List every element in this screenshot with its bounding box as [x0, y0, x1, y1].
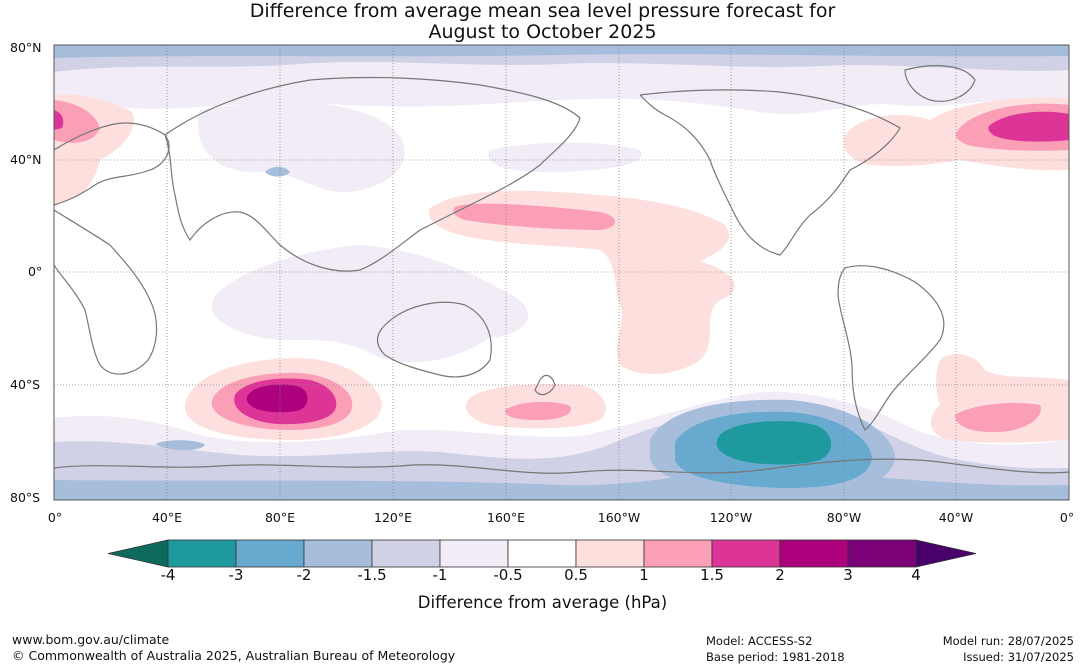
lon-label-40w: 40°W [938, 510, 974, 525]
lon-label-160e: 160°E [486, 510, 526, 525]
north-america-coastline [639, 89, 901, 256]
north-pacific-negative [488, 142, 642, 173]
colorbar-label: Difference from average (hPa) [417, 593, 668, 612]
south-america-coastline [837, 265, 945, 431]
south-atlantic-positive-core [955, 403, 1041, 433]
new-zealand-coastline [534, 374, 556, 396]
colorbar-tick-label: -0.5 [493, 566, 523, 584]
colorbar-swatch [711, 539, 781, 568]
colorbar-tick-label: -1.5 [357, 566, 387, 584]
lon-label-120e: 120°E [373, 510, 413, 525]
lon-label-0-right: 0° [1059, 510, 1075, 525]
lon-label-120w: 120°W [709, 510, 753, 525]
map-title-line-2: August to October 2025 [428, 21, 657, 43]
indian-ocean-small-negative [155, 440, 205, 451]
colorbar-tick-label: -4 [160, 566, 176, 584]
asia-coastline [164, 76, 581, 272]
lon-label-40e: 40°E [151, 510, 183, 525]
antarctica-coastline [54, 458, 1069, 474]
colorbar-swatch [575, 539, 645, 568]
colorbar-swatch [303, 539, 373, 568]
footer-copyright: © Commonwealth of Australia 2025, Austra… [12, 648, 456, 663]
lon-label-160w: 160°W [597, 510, 641, 525]
anomaly-fields [54, 45, 1069, 500]
lat-label-equator: 0° [28, 264, 43, 279]
australia-coastline [376, 301, 492, 378]
colorbar-swatch [235, 539, 305, 568]
nz-positive-core [505, 401, 571, 420]
footer-issued: Issued: 31/07/2025 [963, 650, 1074, 664]
north-atlantic-positive-core [988, 111, 1069, 142]
arctic-negative-strip [54, 45, 1069, 58]
colorbar-arrow-low [107, 539, 169, 568]
colorbar-swatch [439, 539, 509, 568]
europe-positive-core [54, 110, 64, 130]
pacific-positive-core [453, 203, 615, 230]
colorbar-tick-label: -2 [296, 566, 312, 584]
colorbar-swatch [167, 539, 237, 568]
colorbar-tick-label: 2 [775, 566, 785, 584]
colorbar-tick-label: -1 [432, 566, 448, 584]
europe-coastline [54, 122, 170, 206]
lon-label-80w: 80°W [826, 510, 862, 525]
colorbar-tick-label: 3 [843, 566, 853, 584]
south-pacific-negative-core [716, 421, 832, 465]
map-title-line-1: Difference from average mean sea level p… [249, 0, 836, 22]
lat-label-80s: 80°S [10, 490, 41, 505]
lon-label-80e: 80°E [264, 510, 296, 525]
lat-label-80n: 80°N [10, 40, 42, 55]
footer-model: Model: ACCESS-S2 [706, 634, 813, 648]
footer-model-run: Model run: 28/07/2025 [942, 634, 1074, 648]
pacific-positive-outer [428, 190, 735, 375]
colorbar-swatch [847, 539, 917, 568]
gridlines [54, 45, 1069, 500]
coastlines [54, 65, 1069, 474]
indian-positive-core [246, 384, 308, 413]
colorbar-tick-label: 0.5 [564, 566, 588, 584]
colorbar-swatch [507, 539, 577, 568]
footer-base-period: Base period: 1981-2018 [706, 650, 845, 664]
colorbar-arrow-high [915, 539, 977, 568]
pressure-anomaly-map [53, 44, 1070, 501]
lon-label-0-left: 0° [47, 510, 63, 525]
africa-coastline [54, 209, 158, 375]
colorbar-swatches [107, 539, 977, 568]
colorbar-swatch [371, 539, 441, 568]
colorbar [107, 539, 977, 568]
lat-label-40s: 40°S [10, 377, 41, 392]
footer-url: www.bom.gov.au/climate [12, 632, 170, 647]
lat-label-40n: 40°N [10, 152, 42, 167]
colorbar-tick-label: 1.5 [700, 566, 724, 584]
greenland-coastline [904, 65, 976, 102]
map-frame [53, 44, 1070, 501]
colorbar-swatch [779, 539, 849, 568]
indian-ocean-negative [211, 245, 529, 363]
colorbar-tick-label: -3 [228, 566, 244, 584]
colorbar-tick-label: 1 [639, 566, 649, 584]
colorbar-swatch [643, 539, 713, 568]
colorbar-tick-label: 4 [911, 566, 921, 584]
asia-negative-area [198, 101, 405, 193]
central-asia-small-negative [265, 166, 290, 177]
